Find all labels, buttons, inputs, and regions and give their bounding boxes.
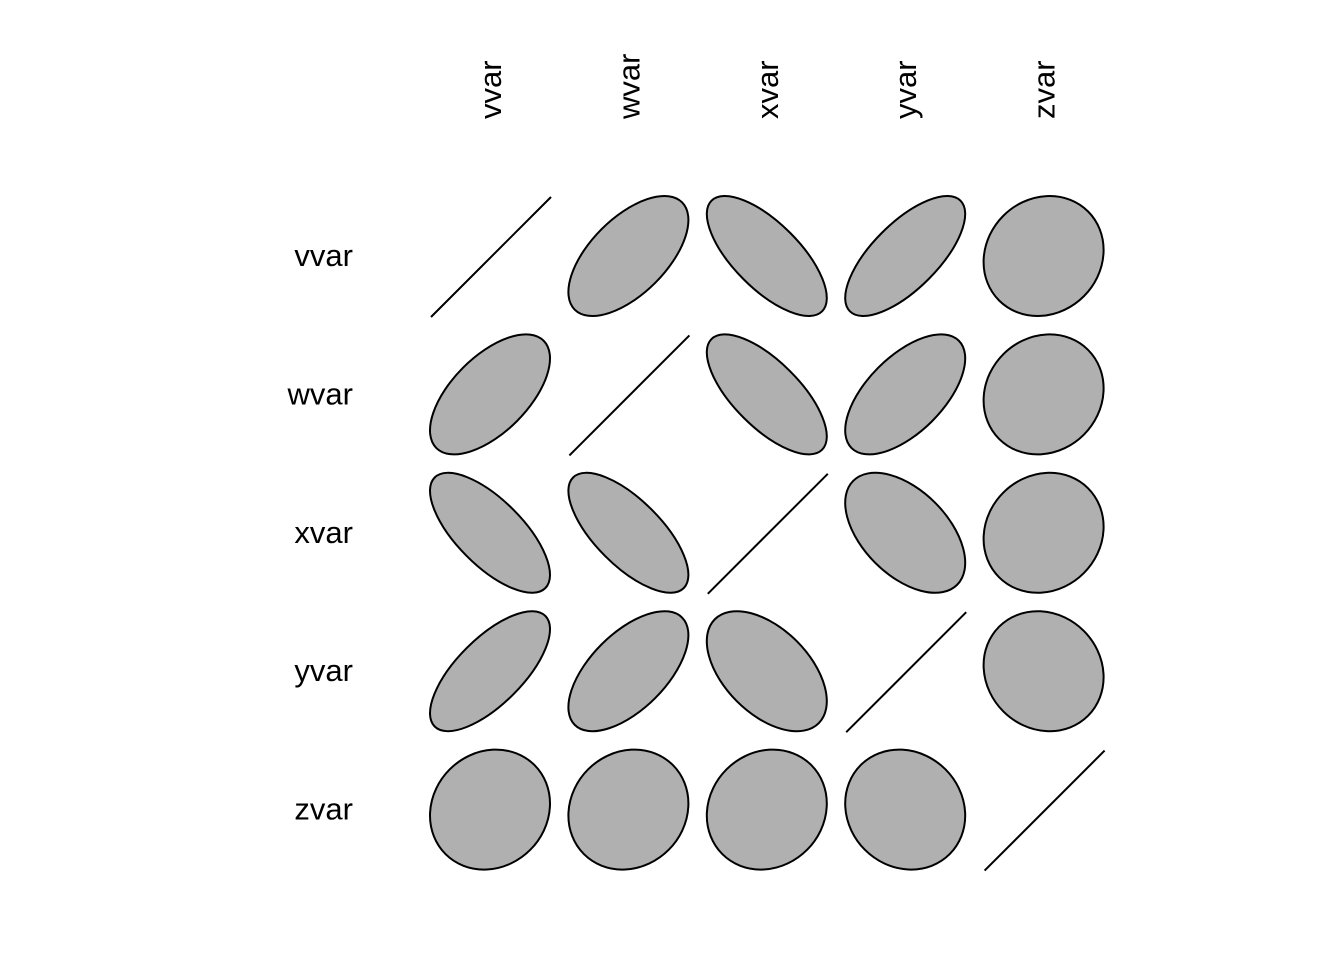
cell-yvar-yvar (845, 611, 967, 733)
cell-wvar-vvar (429, 333, 552, 456)
cell-xvar-yvar (844, 471, 967, 594)
cell-vvar-vvar (430, 196, 552, 318)
cell-yvar-wvar (567, 610, 690, 733)
cells (428, 194, 1106, 872)
cell-zvar-zvar (983, 749, 1106, 872)
cell-zvar-wvar (567, 748, 690, 871)
cell-xvar-vvar (428, 471, 551, 594)
cell-zvar-xvar (705, 748, 828, 871)
cell-xvar-wvar (567, 471, 690, 594)
column-label-xvar: xvar (750, 60, 785, 119)
cell-wvar-wvar (568, 334, 691, 457)
row-label-zvar: zvar (294, 792, 353, 827)
cell-yvar-xvar (705, 610, 828, 733)
row-label-vvar: vvar (294, 238, 353, 273)
cell-vvar-wvar (567, 194, 690, 317)
row-label-xvar: xvar (294, 515, 353, 550)
cell-wvar-zvar (982, 333, 1105, 456)
cell-xvar-zvar (982, 471, 1105, 594)
column-label-vvar: vvar (473, 60, 508, 119)
cell-yvar-vvar (429, 610, 552, 733)
column-labels: vvar wvar xvar yvar zvar (473, 54, 1062, 120)
column-label-zvar: zvar (1027, 60, 1062, 119)
column-label-yvar: yvar (888, 60, 923, 119)
cell-vvar-xvar (705, 195, 828, 318)
column-label-wvar: wvar (611, 54, 646, 120)
cell-wvar-yvar (844, 333, 967, 456)
row-label-wvar: wvar (287, 376, 353, 411)
cell-yvar-zvar (982, 610, 1105, 733)
cell-wvar-xvar (705, 333, 828, 456)
cell-zvar-vvar (428, 748, 551, 871)
cell-zvar-yvar (844, 748, 967, 871)
cell-xvar-xvar (707, 473, 829, 595)
row-labels: vvar wvar xvar yvar zvar (287, 238, 353, 827)
cell-vvar-zvar (982, 195, 1105, 318)
cell-vvar-yvar (844, 194, 967, 317)
row-label-yvar: yvar (294, 653, 353, 688)
